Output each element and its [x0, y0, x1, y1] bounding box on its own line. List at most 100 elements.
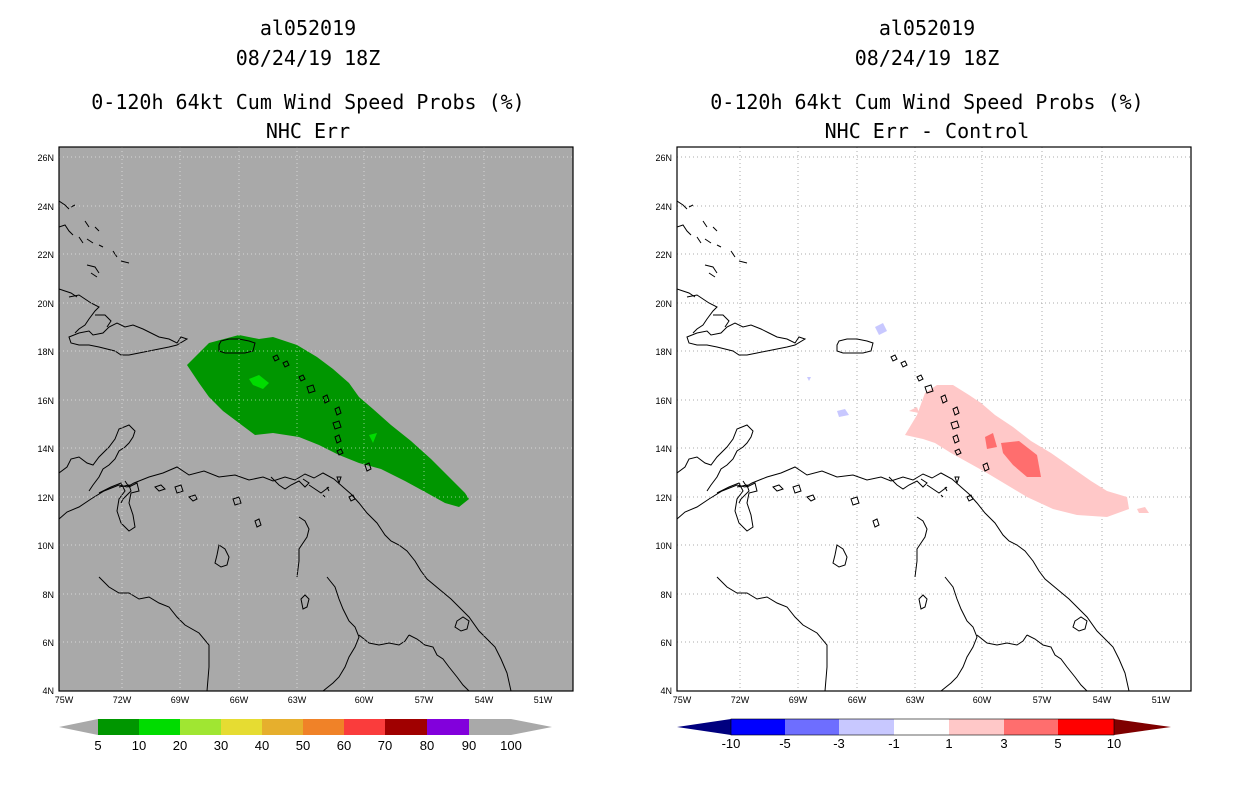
left-colorbar-label: 20 — [173, 738, 187, 753]
left-lat-label: 10N — [37, 541, 54, 551]
left-colorbar-label: 50 — [296, 738, 310, 753]
right-product-title: 0-120h 64kt Cum Wind Speed Probs (%) — [710, 90, 1144, 114]
left-lat-label: 22N — [37, 250, 54, 260]
left-lat-label: 20N — [37, 299, 54, 309]
left-colorbar-bin — [385, 719, 427, 735]
left-lon-label: 63W — [288, 695, 307, 705]
left-colorbar-bin — [262, 719, 303, 735]
right-diff-contour-positive-1c — [1137, 507, 1149, 513]
right-diff-contour-negative-a — [875, 323, 887, 335]
right-colorbar-bin — [1058, 719, 1114, 735]
left-colorbar-bin — [221, 719, 262, 735]
left-lat-label: 12N — [37, 493, 54, 503]
right-colorbar-bin — [839, 719, 894, 735]
right-map-frame — [676, 146, 1192, 692]
left-lon-label: 75W — [55, 695, 74, 705]
left-colorbar-bin — [344, 719, 385, 735]
right-lat-label: 16N — [655, 396, 672, 406]
right-diff-contour-positive-3b — [985, 433, 997, 449]
right-colorbar-label: -10 — [722, 736, 741, 751]
right-colorbar-bin — [949, 719, 1004, 735]
left-colorbar-bin — [469, 719, 511, 735]
right-lon-label: 72W — [731, 695, 750, 705]
right-lon-label: 51W — [1152, 695, 1171, 705]
right-colorbar-bin — [1004, 719, 1058, 735]
left-colorbar-label: 80 — [420, 738, 434, 753]
right-lon-label: 69W — [789, 695, 808, 705]
right-colorbar-label: -5 — [779, 736, 791, 751]
left-colorbar-bin — [98, 719, 139, 735]
left-lat-label: 24N — [37, 202, 54, 212]
left-lat-label: 6N — [42, 638, 54, 648]
left-colorbar-label: 70 — [378, 738, 392, 753]
left-colorbar-low-end — [59, 719, 98, 735]
right-diff-contour-negative-c — [807, 377, 811, 381]
right-lat-label: 20N — [655, 299, 672, 309]
right-colorbar-label: 1 — [945, 736, 952, 751]
right-diff-contour-negative-b — [837, 409, 849, 417]
right-lat-label: 4N — [660, 686, 672, 696]
right-map: 26N 24N 22N 20N 18N 16N 14N 12N 10N 8N 6… — [655, 146, 1192, 705]
left-lon-label: 57W — [415, 695, 434, 705]
left-colorbar-label: 60 — [337, 738, 351, 753]
left-lat-label: 18N — [37, 347, 54, 357]
left-map: 26N 24N 22N 20N 18N 16N 14N 12N 10N 8N 6… — [37, 146, 574, 705]
right-colorbar-label: 5 — [1054, 736, 1061, 751]
left-product-title: 0-120h 64kt Cum Wind Speed Probs (%) — [91, 90, 525, 114]
right-colorbar-bin — [785, 719, 839, 735]
left-colorbar-label: 30 — [214, 738, 228, 753]
right-diff-contour-positive-1b — [909, 407, 919, 413]
right-lon-label: 54W — [1093, 695, 1112, 705]
left-lat-label: 8N — [42, 590, 54, 600]
left-datetime: 08/24/19 18Z — [235, 46, 381, 70]
right-subtitle: NHC Err - Control — [824, 119, 1030, 143]
right-colorbar-label: 3 — [1000, 736, 1007, 751]
right-colorbar-label: -3 — [833, 736, 845, 751]
right-colorbar-label: 10 — [1107, 736, 1121, 751]
left-colorbar-bin — [139, 719, 180, 735]
right-lat-label: 12N — [655, 493, 672, 503]
right-colorbar-label: -1 — [888, 736, 900, 751]
right-lon-label: 66W — [848, 695, 867, 705]
left-lat-label: 4N — [42, 686, 54, 696]
right-lon-label: 57W — [1033, 695, 1052, 705]
left-prob-contour-10pct-b — [369, 433, 377, 443]
left-lon-label: 51W — [534, 695, 553, 705]
right-diff-contour-positive-3a — [1001, 441, 1041, 477]
left-subtitle: NHC Err — [265, 119, 351, 143]
left-colorbar-label: 10 — [132, 738, 146, 753]
left-lat-label: 26N — [37, 153, 54, 163]
left-prob-contour-10pct-a — [249, 375, 269, 389]
right-lon-label: 75W — [673, 695, 692, 705]
right-lat-label: 10N — [655, 541, 672, 551]
right-lat-label: 24N — [655, 202, 672, 212]
left-lat-label: 16N — [37, 396, 54, 406]
left-colorbar: 5 10 20 30 40 50 60 70 80 90 100 — [59, 719, 552, 753]
right-storm-id: al052019 — [878, 16, 976, 40]
left-lon-label: 69W — [171, 695, 190, 705]
right-colorbar-bin — [731, 719, 785, 735]
right-colorbar-low-end — [677, 719, 731, 735]
right-lat-label: 6N — [660, 638, 672, 648]
right-lat-label: 14N — [655, 444, 672, 454]
left-colorbar-label: 5 — [94, 738, 101, 753]
right-lat-label: 18N — [655, 347, 672, 357]
left-colorbar-bin — [303, 719, 344, 735]
right-lat-label: 22N — [655, 250, 672, 260]
right-lon-label: 63W — [906, 695, 925, 705]
left-storm-id: al052019 — [259, 16, 357, 40]
right-datetime: 08/24/19 18Z — [854, 46, 1000, 70]
left-colorbar-bin — [427, 719, 469, 735]
right-colorbar: -10 -5 -3 -1 1 3 5 10 — [677, 718, 1171, 751]
left-map-frame — [58, 146, 574, 692]
left-colorbar-label: 100 — [500, 738, 522, 753]
right-lat-label: 26N — [655, 153, 672, 163]
left-lon-label: 72W — [113, 695, 132, 705]
left-lon-label: 60W — [355, 695, 374, 705]
right-colorbar-high-end — [1114, 719, 1171, 735]
left-colorbar-high-end — [511, 719, 552, 735]
left-colorbar-label: 90 — [462, 738, 476, 753]
left-lat-label: 14N — [37, 444, 54, 454]
right-lat-label: 8N — [660, 590, 672, 600]
